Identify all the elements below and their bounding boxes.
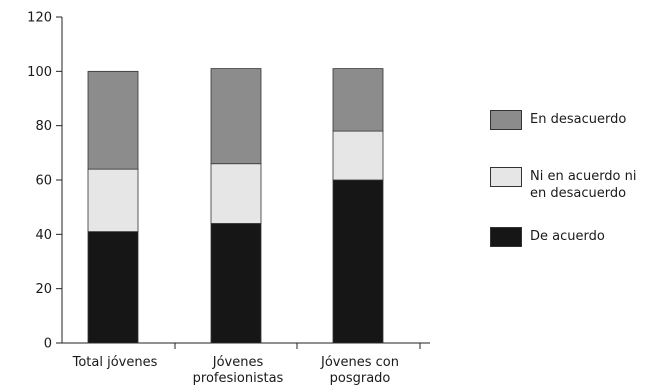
bar-segment-en-desacuerdo (87, 70, 139, 170)
legend-swatch-de-acuerdo (490, 227, 522, 247)
y-tick-label: 80 (35, 119, 52, 134)
legend-item-en-desacuerdo: En desacuerdo (490, 110, 626, 130)
bar-segment-de-acuerdo (332, 179, 384, 344)
x-category-label: posgrado (330, 371, 391, 386)
legend-label-line: En desacuerdo (530, 112, 627, 127)
legend-swatch-en-desacuerdo (490, 110, 522, 130)
legend-label-en-desacuerdo: En desacuerdo (530, 111, 626, 128)
bar-segment-en-desacuerdo (332, 68, 384, 132)
y-tick-label: 0 (44, 337, 52, 352)
x-category-label: profesionistas (193, 371, 284, 386)
x-category-label: Jóvenes (212, 355, 264, 370)
legend-item-de-acuerdo: De acuerdo (490, 227, 605, 247)
y-tick-label: 120 (27, 11, 52, 26)
legend-swatch-ni-en-acuerdo (490, 167, 522, 187)
y-tick-label: 100 (27, 65, 52, 80)
y-tick-label: 60 (35, 174, 52, 189)
y-tick-label: 20 (35, 282, 52, 297)
bar-segment-en-desacuerdo (210, 68, 262, 165)
bar-segment-de-acuerdo (87, 231, 139, 344)
bar-segment-ni-en-acuerdo (210, 163, 262, 224)
x-category-label: Jóvenes con (320, 355, 399, 370)
x-category-label: Total jóvenes (72, 355, 158, 370)
bar-segment-ni-en-acuerdo (332, 130, 384, 181)
bar-segment-de-acuerdo (210, 223, 262, 344)
legend-label-de-acuerdo: De acuerdo (530, 228, 605, 245)
legend-label-line: De acuerdo (530, 229, 605, 244)
legend-label-line: en desacuerdo (530, 186, 627, 201)
legend-label-line: Ni en acuerdo ni (530, 169, 637, 184)
bar-segment-ni-en-acuerdo (87, 168, 139, 233)
legend-item-ni-en-acuerdo: Ni en acuerdo ni en desacuerdo (490, 167, 637, 202)
legend-label-ni-en-acuerdo: Ni en acuerdo ni en desacuerdo (530, 168, 637, 202)
y-tick-label: 40 (35, 228, 52, 243)
